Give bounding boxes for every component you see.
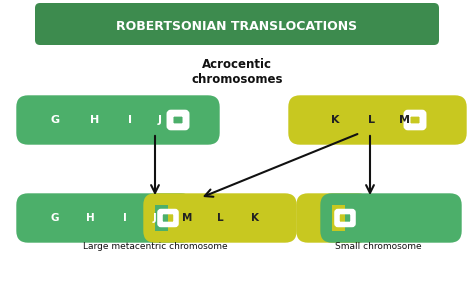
Text: K: K	[331, 115, 339, 125]
Bar	[332, 205, 345, 231]
Text: H: H	[86, 213, 94, 223]
FancyBboxPatch shape	[16, 95, 220, 145]
Text: L: L	[217, 213, 223, 223]
Text: I: I	[123, 213, 127, 223]
Text: J: J	[158, 115, 162, 125]
FancyBboxPatch shape	[407, 113, 423, 127]
Bar	[155, 205, 168, 231]
FancyBboxPatch shape	[16, 193, 193, 243]
Text: Acrocentic
chromosomes: Acrocentic chromosomes	[191, 58, 283, 86]
Text: Small chromosome: Small chromosome	[335, 242, 421, 251]
Text: I: I	[128, 115, 132, 125]
Text: K: K	[251, 213, 259, 223]
Text: ROBERTSONIAN TRANSLOCATIONS: ROBERTSONIAN TRANSLOCATIONS	[117, 20, 357, 33]
Text: L: L	[368, 115, 375, 125]
FancyBboxPatch shape	[143, 193, 297, 243]
Text: J: J	[153, 213, 157, 223]
FancyBboxPatch shape	[320, 193, 462, 243]
Text: Large metacentric chromosome: Large metacentric chromosome	[82, 242, 228, 251]
FancyBboxPatch shape	[170, 113, 186, 127]
FancyBboxPatch shape	[296, 193, 370, 243]
FancyBboxPatch shape	[288, 95, 467, 145]
Text: H: H	[91, 115, 100, 125]
FancyBboxPatch shape	[35, 3, 439, 45]
Bar	[345, 205, 358, 231]
Text: M: M	[182, 213, 192, 223]
Text: M: M	[400, 115, 410, 125]
Bar	[168, 205, 181, 231]
Text: G: G	[50, 115, 60, 125]
Text: G: G	[51, 213, 59, 223]
